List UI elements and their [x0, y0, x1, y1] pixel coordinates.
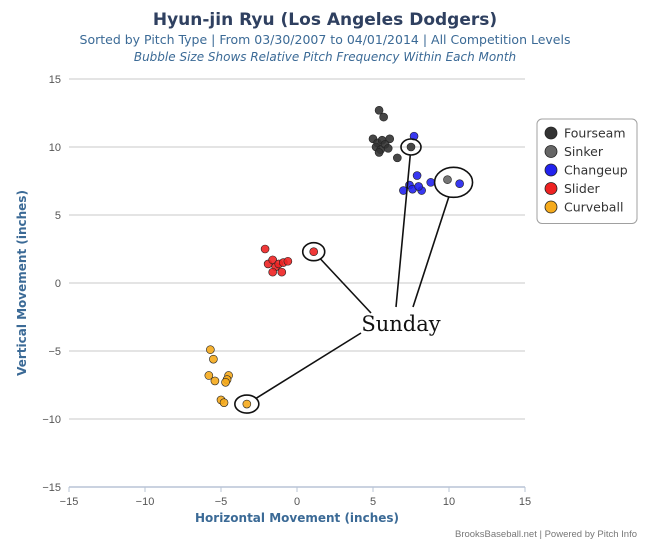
legend-marker-sinker — [544, 145, 558, 158]
footer-credit: BrooksBaseball.net | Powered by Pitch In… — [455, 529, 637, 540]
annotation-label: Sunday — [361, 312, 440, 336]
annotation-ellipse — [234, 394, 260, 414]
annotation-pointer-line — [255, 332, 362, 399]
point-changeup — [455, 179, 464, 189]
chart-subtitle: Sorted by Pitch Type | From 03/30/2007 t… — [80, 32, 571, 47]
annotation-pointer-line — [412, 196, 450, 308]
point-fourseam — [374, 105, 384, 115]
point-curveball — [219, 398, 229, 407]
point-curveball — [209, 354, 218, 364]
point-curveball — [204, 371, 214, 380]
x-tick-label: 5 — [370, 496, 376, 508]
legend-item-changeup[interactable]: Changeup — [544, 163, 628, 178]
y-tick-label: 0 — [55, 278, 61, 290]
x-tick-label: 10 — [443, 496, 455, 508]
point-curveball — [221, 377, 230, 387]
annotation-ellipse — [301, 241, 326, 262]
legend-item-curveball[interactable]: Curveball — [544, 200, 623, 215]
point-fourseam — [374, 148, 384, 157]
annotation-pointer-line — [319, 258, 372, 314]
point-changeup — [426, 178, 436, 187]
legend-label-changeup: Changeup — [564, 163, 628, 178]
point-fourseam — [393, 153, 402, 163]
annotation-ellipse — [400, 138, 422, 156]
annotation-ellipse — [433, 166, 474, 199]
plot-axes — [68, 486, 526, 492]
legend-item-slider[interactable]: Slider — [544, 181, 601, 196]
legend-label-fourseam: Fourseam — [564, 126, 626, 141]
legend-label-sinker: Sinker — [564, 144, 604, 159]
x-tick-label: −15 — [60, 496, 79, 508]
y-tick-label: −15 — [42, 482, 61, 494]
chart-subtitle-bubble-note: Bubble Size Shows Relative Pitch Frequen… — [134, 50, 516, 64]
legend-label-curveball: Curveball — [564, 200, 623, 215]
legend-marker-changeup — [544, 163, 558, 177]
y-tick-label: −10 — [42, 414, 61, 426]
legend-marker-fourseam — [544, 126, 558, 140]
y-tick-label: −5 — [48, 346, 61, 358]
y-tick-label: 15 — [49, 74, 61, 86]
point-slider — [283, 256, 293, 266]
x-tick-label: −10 — [136, 496, 155, 508]
point-sinker — [443, 175, 452, 184]
legend-box — [536, 118, 638, 224]
legend-label-slider: Slider — [564, 181, 601, 196]
point-fourseam — [379, 112, 388, 122]
x-axis-label: Horizontal Movement (inches) — [195, 511, 399, 525]
legend-item-fourseam[interactable]: Fourseam — [544, 126, 626, 141]
point-curveball — [242, 399, 252, 409]
point-curveball — [206, 345, 215, 354]
y-tick-label: 10 — [49, 142, 61, 154]
data-points — [204, 105, 464, 409]
legend-item-sinker[interactable]: Sinker — [544, 144, 604, 159]
x-tick-label: −5 — [215, 496, 228, 508]
tick-labels: 15 10 5 0 −5 −10 −15 −15 −10 −5 0 5 10 15 — [42, 74, 531, 508]
point-fourseam — [383, 144, 393, 153]
legend-marker-curveball — [544, 200, 558, 214]
x-tick-label: 15 — [519, 496, 531, 508]
point-slider — [268, 267, 277, 277]
x-tick-label: 0 — [294, 496, 300, 508]
annotation-layer — [234, 138, 474, 414]
point-slider — [309, 247, 319, 257]
legend-marker-slider — [544, 182, 558, 195]
y-axis-label: Vertical Movement (inches) — [15, 190, 29, 376]
y-tick-label: 5 — [55, 210, 61, 222]
point-slider — [277, 267, 287, 277]
point-changeup — [412, 171, 422, 180]
annotation-pointer-line — [395, 154, 412, 308]
plot-grid — [69, 78, 525, 488]
point-changeup — [414, 182, 423, 191]
point-curveball — [210, 376, 220, 386]
point-fourseam — [406, 142, 416, 152]
point-slider — [260, 244, 270, 254]
legend[interactable]: Fourseam Sinker Changeup Slider Curveball — [536, 118, 638, 224]
chart-title: Hyun-jin Ryu (Los Angeles Dodgers) — [153, 10, 497, 30]
